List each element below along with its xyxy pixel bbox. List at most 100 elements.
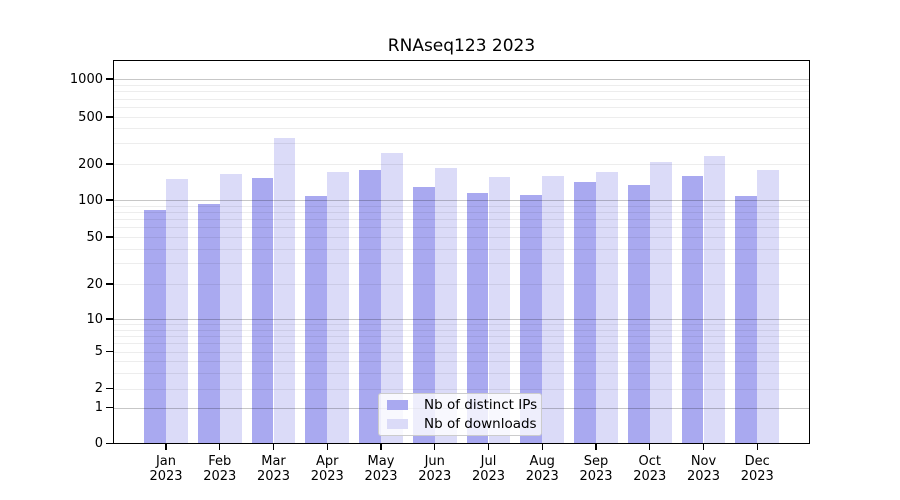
legend-row-downloads: Nb of downloads: [379, 417, 541, 432]
bar-downloads-jan: [166, 178, 188, 444]
legend-swatch-distinct-ips: [387, 400, 408, 410]
minor-gridline: [113, 128, 810, 130]
legend: Nb of distinct IPs Nb of downloads: [378, 393, 542, 436]
y-tick-mark: [106, 318, 113, 320]
bar-downloads-dec: [757, 170, 780, 444]
minor-gridline: [113, 237, 810, 238]
x-tick-label: May 2023: [364, 454, 398, 484]
x-tick-mark: [649, 443, 651, 450]
chart-title: RNAseq123 2023: [387, 36, 536, 56]
x-tick-label: Jan 2023: [149, 454, 183, 484]
bar-distinct-ips-jun: [412, 187, 435, 444]
x-tick-label: Feb 2023: [203, 454, 237, 484]
legend-swatch-downloads: [387, 419, 408, 429]
x-tick-mark: [487, 443, 490, 450]
x-tick-label: Dec 2023: [740, 454, 774, 484]
minor-gridline: [113, 351, 810, 353]
x-tick-label: Apr 2023: [310, 454, 344, 484]
y-tick-mark: [106, 116, 113, 118]
minor-gridline: [113, 211, 810, 213]
minor-gridline: [113, 84, 810, 86]
y-tick-mark: [106, 236, 113, 238]
bar-distinct-ips-mar: [251, 178, 274, 444]
bar-downloads-sep: [596, 171, 618, 444]
y-tick-label: 1000: [69, 71, 103, 87]
minor-gridline: [113, 343, 810, 345]
minor-gridline: [113, 143, 810, 145]
bar-distinct-ips-sep: [574, 181, 596, 444]
legend-label-downloads: Nb of downloads: [424, 416, 537, 432]
legend-label-distinct-ips: Nb of distinct IPs: [424, 397, 538, 413]
y-tick-label: 10: [86, 311, 103, 327]
x-tick-label: Jul 2023: [471, 454, 506, 484]
y-tick-label: 100: [78, 192, 103, 208]
y-tick-mark: [106, 350, 113, 353]
y-tick-label: 50: [86, 229, 103, 245]
minor-gridline: [113, 361, 810, 363]
minor-gridline: [113, 164, 810, 165]
minor-gridline: [113, 248, 810, 250]
x-tick-label: Aug 2023: [525, 454, 559, 484]
minor-gridline: [113, 324, 810, 326]
bar-downloads-aug: [542, 175, 565, 444]
y-tick-mark: [106, 387, 113, 390]
minor-gridline: [113, 336, 810, 338]
x-tick-mark: [541, 443, 543, 450]
major-gridline: [113, 79, 810, 80]
y-tick-label: 0: [94, 436, 103, 451]
bar-distinct-ips-jul: [466, 193, 489, 444]
bar-downloads-jun: [434, 168, 457, 444]
x-tick-label: Jun 2023: [418, 454, 452, 484]
bar-downloads-feb: [219, 174, 242, 444]
x-tick-mark: [380, 443, 382, 450]
minor-gridline: [113, 205, 810, 207]
bar-distinct-ips-feb: [197, 204, 220, 444]
bar-downloads-apr: [327, 172, 350, 444]
bar-downloads-jul: [488, 177, 511, 444]
x-tick-label: Oct 2023: [633, 454, 667, 484]
bar-distinct-ips-apr: [305, 195, 328, 444]
y-tick-mark: [106, 283, 113, 285]
y-tick-label: 2: [94, 381, 103, 396]
x-tick-mark: [219, 443, 221, 450]
bar-distinct-ips-nov: [681, 176, 704, 444]
minor-gridline: [113, 373, 810, 375]
bar-downloads-oct: [649, 161, 672, 444]
bar-distinct-ips-aug: [520, 195, 543, 444]
minor-gridline: [113, 98, 810, 100]
bar-distinct-ips-dec: [735, 196, 758, 444]
y-tick-mark: [106, 163, 113, 165]
bar-downloads-may: [381, 153, 403, 444]
x-tick-label: Sep 2023: [579, 454, 613, 484]
minor-gridline: [113, 284, 810, 285]
y-tick-mark: [106, 442, 113, 445]
bar-distinct-ips-jan: [144, 209, 166, 444]
minor-gridline: [113, 107, 810, 108]
minor-gridline: [113, 91, 810, 93]
x-tick-mark: [702, 443, 705, 450]
y-tick-mark: [106, 78, 113, 80]
minor-gridline: [113, 219, 810, 221]
x-tick-mark: [434, 443, 436, 450]
x-tick-mark: [595, 443, 597, 450]
legend-row-distinct-ips: Nb of distinct IPs: [379, 398, 541, 413]
y-tick-mark: [106, 406, 113, 409]
x-tick-mark: [756, 443, 758, 450]
bar-downloads-mar: [273, 138, 296, 444]
bar-distinct-ips-oct: [627, 184, 650, 444]
x-tick-label: Nov 2023: [686, 454, 721, 484]
x-tick-mark: [165, 443, 167, 450]
minor-gridline: [113, 227, 810, 229]
bar-distinct-ips-may: [359, 170, 381, 444]
bar-downloads-nov: [703, 156, 726, 444]
y-tick-label: 1: [94, 400, 103, 415]
minor-gridline: [113, 329, 810, 331]
y-tick-label: 5: [94, 344, 103, 359]
major-gridline: [113, 319, 810, 320]
minor-gridline: [113, 388, 810, 390]
y-tick-label: 500: [78, 109, 103, 125]
y-tick-mark: [106, 199, 113, 201]
y-tick-label: 200: [78, 156, 103, 172]
y-tick-label: 20: [86, 276, 103, 292]
